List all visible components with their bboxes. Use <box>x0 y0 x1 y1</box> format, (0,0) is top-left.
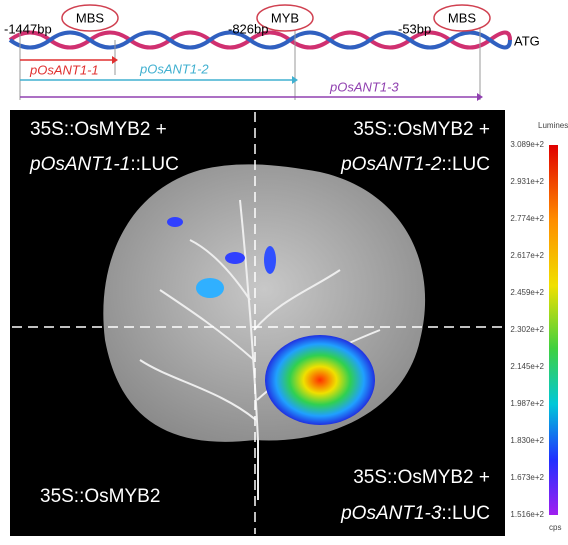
promoter-name: pOsANT1-1 <box>29 154 130 175</box>
signal-blob <box>264 246 276 274</box>
colorbar-unit: cps <box>549 523 561 532</box>
panel-label: 35S::OsMYB2 + <box>30 119 167 140</box>
colorbar-label: 2.931e+2 <box>510 177 544 186</box>
panel-label: pOsANT1-2::LUC <box>340 154 490 175</box>
colorbar-label: 2.459e+2 <box>510 288 544 297</box>
position-label: -53bp <box>398 21 431 36</box>
colorbar-title: Luminescen <box>538 121 568 130</box>
element-label: MYB <box>271 10 299 25</box>
panel-label: pOsANT1-1::LUC <box>29 154 179 175</box>
colorbar-label: 2.774e+2 <box>510 214 544 223</box>
helix-strand <box>8 30 512 50</box>
promoter-name: pOsANT1-3 <box>340 503 442 524</box>
panel-label: 35S::OsMYB2 + <box>353 119 490 140</box>
colorbar-label: 1.987e+2 <box>510 399 544 408</box>
position-label: -1447bp <box>4 21 52 36</box>
signal-blob <box>225 252 245 264</box>
promoter-map: MBS MYB MBS -1447bp -826bp -53bp ATG pOs… <box>4 4 540 101</box>
fragment-label: pOsANT1-1 <box>29 62 99 77</box>
colorbar-label: 2.302e+2 <box>510 325 544 334</box>
colorbar: Luminescen cps 3.089e+2 2.931e+2 2.774e+2 2… <box>510 121 568 532</box>
panel-label: pOsANT1-3::LUC <box>340 503 490 524</box>
suffix: ::LUC <box>441 154 490 175</box>
suffix: ::LUC <box>130 154 179 175</box>
element-label: MBS <box>448 10 477 25</box>
colorbar-label: 1.830e+2 <box>510 436 544 445</box>
colorbar-label: 1.516e+2 <box>510 510 544 519</box>
colorbar-label: 2.145e+2 <box>510 362 544 371</box>
leaf-veins <box>139 199 381 500</box>
element-label: MBS <box>76 10 105 25</box>
colorbar-scale <box>549 145 558 515</box>
colorbar-label: 3.089e+2 <box>510 140 544 149</box>
start-codon: ATG <box>514 33 540 48</box>
promoter-name: pOsANT1-2 <box>340 154 442 175</box>
panel-label: 35S::OsMYB2 + <box>353 467 490 488</box>
colorbar-label: 1.673e+2 <box>510 473 544 482</box>
signal-blob <box>167 217 183 227</box>
helix-strand <box>8 30 512 50</box>
position-label: -826bp <box>228 21 268 36</box>
leaf <box>103 164 426 442</box>
fragment-label: pOsANT1-2 <box>139 61 209 76</box>
colorbar-label: 2.617e+2 <box>510 251 544 260</box>
signal-blob <box>265 335 375 425</box>
fragment-label: pOsANT1-3 <box>329 79 399 94</box>
signal-blob <box>196 278 224 298</box>
suffix: ::LUC <box>441 503 490 524</box>
panel-label: 35S::OsMYB2 <box>40 486 160 507</box>
